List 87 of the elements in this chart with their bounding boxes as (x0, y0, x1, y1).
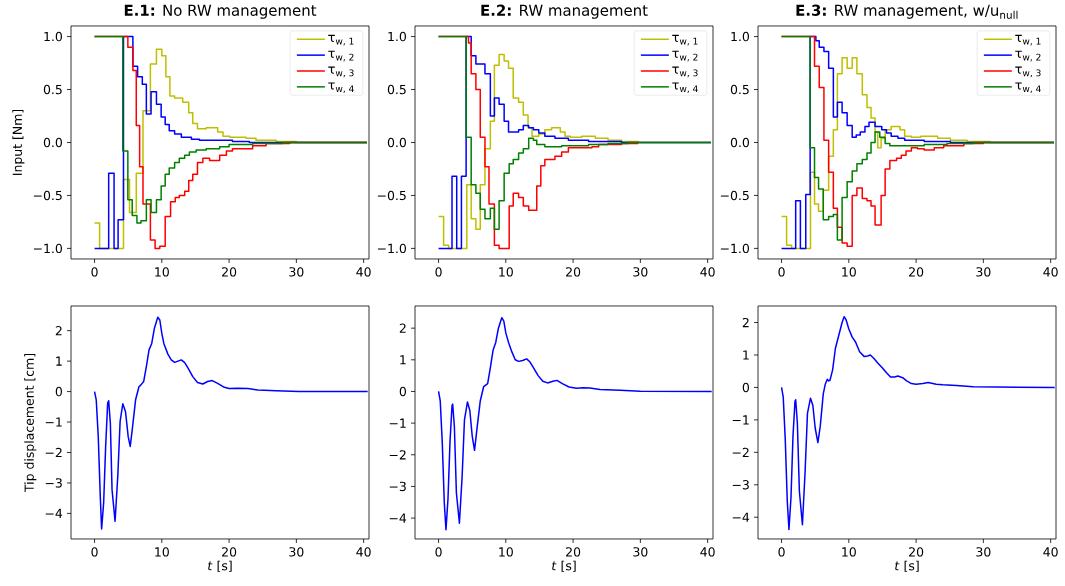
y-tick-label: 0 (55, 386, 62, 397)
x-tick-label: 40 (700, 267, 715, 277)
y-tick-label: 0.5 (730, 84, 749, 95)
x-tick-label: 10 (499, 547, 513, 557)
y-tick-label: −0.5 (33, 190, 62, 201)
legend-label: τ$_{w, 1}$ (1015, 34, 1041, 46)
x-tick-label: 40 (356, 267, 371, 277)
y-tick-label: −1.0 (377, 243, 406, 254)
y-tick-label: 1.0 (388, 31, 406, 42)
x-tick-label: 30 (289, 547, 304, 557)
x-tick-label: 10 (155, 267, 169, 277)
y-tick-label: 1 (400, 355, 406, 365)
chart-title: E.3: RW management, w/u$_{null}$ (796, 4, 1018, 19)
y-tick-label: −1 (389, 418, 406, 428)
y-tick-label: 2 (55, 326, 62, 336)
x-axis-title: t [s] (208, 560, 232, 572)
y-tick-label: 1 (56, 356, 62, 366)
x-tick-label: 20 (566, 547, 581, 557)
legend-label: τ$_{w, 3}$ (328, 66, 354, 78)
y-tick-label: 2 (399, 323, 406, 333)
y-tick-label: 0 (742, 382, 749, 393)
y-tick-label: −2 (45, 447, 62, 458)
y-tick-label: −3 (45, 478, 62, 488)
y-tick-label: 0.5 (43, 84, 62, 95)
x-tick-label: 20 (566, 267, 581, 277)
chart-title: E.2: RW management (481, 4, 648, 19)
legend-label: τ$_{w, 2}$ (672, 50, 698, 62)
y-tick-label: 1 (743, 350, 749, 360)
y-tick-label: −0.5 (377, 190, 406, 201)
line-series (437, 316, 713, 531)
x-tick-label: 40 (1043, 267, 1058, 277)
x-tick-label: 40 (700, 547, 715, 557)
y-tick-label: −4 (45, 508, 63, 518)
chart-title: E.1: No RW management (124, 4, 317, 19)
y-tick-label: −2 (389, 450, 406, 460)
legend-label: τ$_{w, 1}$ (328, 34, 354, 46)
y-tick-label: −4 (389, 513, 407, 523)
x-tick-label: 0 (778, 547, 785, 557)
y-tick-label: −1.0 (720, 243, 749, 254)
y-axis-title: Input [Nm] (12, 109, 25, 175)
y-tick-label: −0.5 (720, 190, 749, 201)
y-tick-label: −3 (389, 481, 406, 492)
y-tick-label: −1.0 (33, 243, 62, 254)
legend-label: τ$_{w, 3}$ (1015, 66, 1041, 78)
legend-label: τ$_{w, 4}$ (672, 82, 698, 94)
x-axis-title: t [s] (895, 560, 919, 572)
legend-label: τ$_{w, 2}$ (1015, 50, 1041, 62)
x-tick-label: 30 (633, 267, 648, 277)
legend-label: τ$_{w, 3}$ (672, 66, 698, 78)
legend-label: τ$_{w, 1}$ (672, 34, 698, 46)
x-tick-label: 40 (1043, 547, 1058, 557)
x-tick-label: 30 (976, 267, 991, 277)
y-tick-label: 0.5 (387, 84, 406, 95)
y-axis-title: Tip displacement [cm] (24, 354, 37, 493)
x-tick-label: 0 (435, 547, 442, 557)
y-tick-label: 1.0 (44, 31, 62, 42)
y-tick-label: 1.0 (731, 31, 749, 42)
y-tick-label: 0 (399, 386, 406, 397)
legend-label: τ$_{w, 2}$ (328, 50, 354, 62)
y-tick-label: 0.0 (730, 137, 749, 148)
x-tick-label: 10 (842, 267, 856, 277)
y-tick-label: −1 (45, 417, 62, 427)
y-tick-label: 0.0 (387, 137, 406, 148)
y-tick-label: −2 (732, 447, 749, 457)
x-axis-title: t [s] (552, 560, 576, 572)
x-tick-label: 0 (778, 267, 785, 277)
y-tick-label: −1 (732, 415, 749, 425)
x-tick-label: 30 (633, 547, 648, 557)
x-tick-label: 30 (289, 267, 304, 277)
y-tick-label: 2 (742, 317, 749, 328)
x-tick-label: 0 (435, 267, 442, 277)
y-tick-label: 0.0 (43, 137, 62, 148)
x-tick-label: 10 (155, 547, 169, 557)
legend-label: τ$_{w, 4}$ (1015, 82, 1041, 94)
x-tick-label: 20 (909, 267, 924, 277)
x-tick-label: 0 (91, 547, 98, 557)
x-tick-label: 10 (842, 547, 856, 557)
x-tick-label: 40 (356, 547, 371, 557)
y-tick-label: −3 (732, 480, 749, 490)
x-tick-label: 0 (91, 267, 98, 277)
x-tick-label: 20 (222, 547, 237, 557)
legend-label: τ$_{w, 4}$ (328, 82, 354, 94)
y-tick-label: −4 (732, 512, 750, 522)
x-tick-label: 30 (976, 547, 991, 557)
x-tick-label: 10 (499, 267, 513, 277)
x-tick-label: 20 (909, 547, 924, 557)
x-tick-label: 20 (222, 267, 237, 277)
